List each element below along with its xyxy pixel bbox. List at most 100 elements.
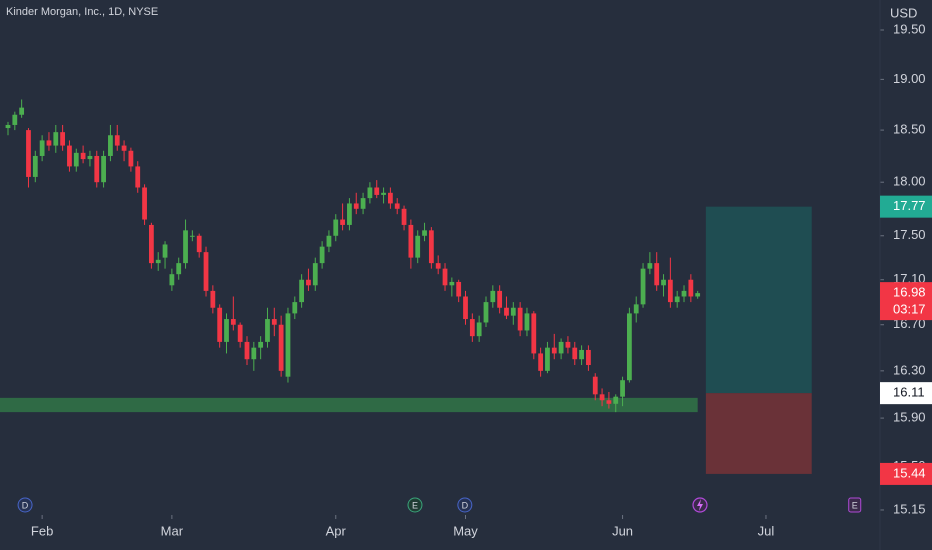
candle-body (265, 319, 270, 342)
candle-body (592, 376, 598, 395)
candle-body (674, 296, 680, 303)
candle-body (73, 152, 79, 167)
candle-body (558, 341, 564, 354)
y-tick-label: 16.30 (893, 362, 926, 377)
candle-body (415, 235, 421, 258)
entry-price-label: 16.11 (893, 385, 925, 400)
candle-body (271, 319, 277, 325)
candle-body (340, 219, 345, 225)
x-tick-label: Feb (31, 523, 53, 538)
candle-body (613, 396, 619, 404)
candle-body (579, 349, 584, 360)
candle-body (162, 244, 168, 258)
candle-body (640, 268, 646, 305)
event-icon (848, 497, 862, 513)
candle-body (599, 394, 605, 401)
event-icon (457, 497, 473, 513)
candle-body (497, 290, 503, 308)
candle-body (67, 145, 72, 167)
candle-body (196, 235, 202, 253)
target-price-label: 17.77 (893, 198, 926, 213)
candle-body (94, 155, 100, 183)
candle-body (695, 293, 701, 297)
candle-body (87, 155, 93, 160)
candle-body (306, 279, 311, 286)
loss-zone (705, 393, 812, 474)
candle-body (12, 114, 18, 125)
candle-body (278, 324, 284, 371)
candle-body (688, 279, 694, 297)
candle-body (442, 268, 448, 286)
candle-body (449, 281, 455, 286)
event-icon (407, 497, 423, 513)
candle-body (333, 219, 339, 236)
candle-body (80, 152, 86, 160)
candle-body (19, 107, 25, 115)
candle-body (428, 230, 434, 264)
candle-body (60, 132, 66, 146)
x-tick-label: May (453, 523, 478, 538)
y-tick-label: 15.15 (893, 501, 926, 516)
candle-body (148, 224, 154, 264)
event-label: E (412, 500, 418, 510)
stop-price-box (880, 462, 932, 485)
candle-body (46, 140, 52, 146)
x-tick-label: Apr (326, 523, 347, 538)
candle-body (183, 230, 188, 264)
y-tick-label: 18.50 (893, 122, 926, 137)
candle-body (169, 274, 175, 286)
candle-body (627, 313, 632, 381)
y-tick-label: 18.00 (893, 174, 926, 189)
event-label: D (462, 500, 469, 510)
candle-body (108, 135, 113, 156)
candle-body (135, 166, 141, 188)
candle-body (224, 319, 229, 342)
candle-body (189, 235, 195, 237)
candle-body (285, 313, 291, 377)
candle-body (456, 281, 462, 297)
candle-body (654, 263, 660, 286)
candle-body (39, 140, 45, 156)
candle-body (504, 307, 509, 316)
y-tick-label: 15.90 (893, 410, 926, 425)
candle-body (244, 341, 250, 360)
event-icon (17, 497, 33, 513)
countdown-label: 03:17 (893, 302, 926, 317)
candle-body (394, 203, 400, 209)
candle-body (435, 263, 441, 269)
last-price-box (880, 282, 932, 321)
lightning (697, 499, 703, 511)
candle-body (510, 307, 516, 316)
x-tick-label: Mar (161, 523, 184, 538)
x-tick-label: Jun (612, 523, 633, 538)
last-price-label: 16.98 (893, 285, 926, 300)
candle-body (422, 230, 427, 236)
candle-body (661, 279, 666, 286)
candle-body (667, 279, 673, 303)
candle-body (26, 130, 31, 177)
candle-body (142, 187, 147, 220)
candle-body (408, 224, 414, 258)
candle-body (237, 324, 243, 342)
candle-body (388, 192, 393, 204)
candle-body (53, 132, 59, 146)
x-tick-label: Jul (758, 523, 775, 538)
candle-body (524, 313, 530, 331)
candle-body (360, 198, 366, 209)
candle-body (381, 192, 386, 195)
candle-body (586, 349, 591, 366)
profit-zone (705, 206, 812, 394)
event-icon (692, 497, 708, 513)
candle-body (469, 319, 475, 337)
candle-body (545, 347, 550, 371)
candle-body (490, 290, 496, 303)
candle-body (203, 252, 209, 291)
candle-body (565, 341, 571, 348)
currency: USD (890, 5, 917, 20)
event-label: D (22, 500, 29, 510)
candle-body (353, 203, 359, 209)
candle-body (517, 307, 523, 331)
candle-body (258, 341, 264, 348)
candle-body (606, 400, 612, 404)
event-label: E (852, 500, 858, 510)
